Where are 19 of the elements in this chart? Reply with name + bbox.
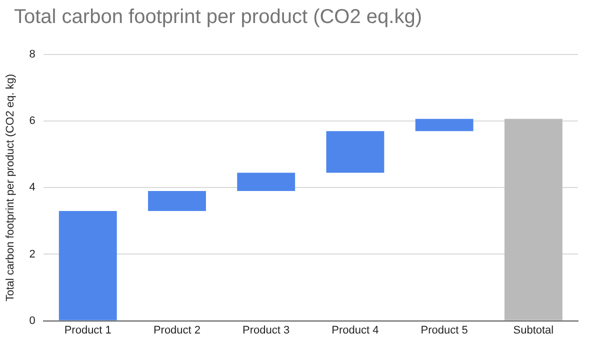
bar [504,118,562,320]
y-tick-label: 4 [29,182,36,194]
x-tick-label: Product 4 [332,324,379,336]
x-tick-label: Product 1 [64,324,112,336]
chart-title: Total carbon footprint per product (CO2 eq.kg) [14,6,422,29]
x-tick-label: Product 2 [153,324,201,336]
x-tick-label: Product 3 [242,324,290,336]
y-tick-label: 0 [29,314,36,327]
y-axis-title: Total carbon footprint per product (CO2 eq. kg) [4,74,17,302]
bar [58,210,117,320]
y-tick-label: 8 [29,48,36,61]
x-tick-label: Subtotal [513,324,554,336]
bar [326,131,384,173]
bar [237,172,296,192]
y-tick-label: 6 [29,115,36,128]
bar [148,191,206,211]
x-tick-label: Product 5 [420,324,468,336]
bar [415,118,474,132]
y-tick-label: 2 [29,248,36,260]
